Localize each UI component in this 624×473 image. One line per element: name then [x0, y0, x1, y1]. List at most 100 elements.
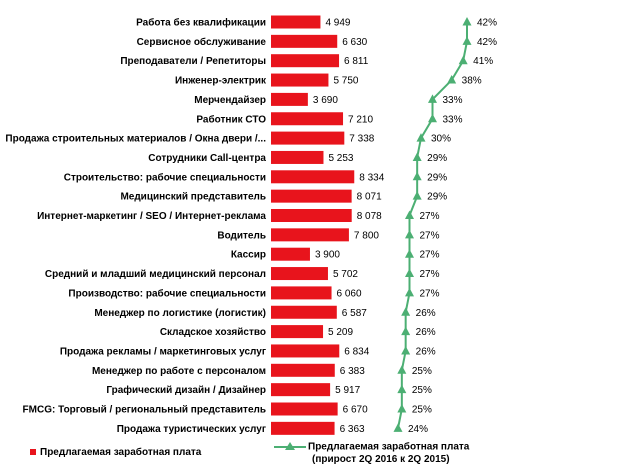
salary-value-label: 6 811: [344, 56, 369, 67]
salary-bar: [271, 112, 344, 126]
salary-value-label: 4 949: [325, 18, 350, 29]
growth-marker: [412, 171, 422, 181]
salary-bar: [271, 325, 324, 339]
category-label: Складское хозяйство: [160, 327, 266, 338]
salary-bar: [271, 131, 345, 145]
growth-marker: [405, 287, 414, 297]
growth-marker: [397, 404, 407, 413]
salary-bar: [271, 92, 308, 106]
growth-value-label: 25%: [412, 385, 432, 396]
salary-value-label: 6 383: [340, 366, 365, 377]
category-label: Сотрудники Call-центра: [148, 153, 266, 164]
growth-value-label: 27%: [420, 230, 440, 241]
legend-bar-swatch: [30, 449, 36, 456]
growth-marker: [401, 307, 411, 316]
growth-marker: [428, 94, 437, 103]
legend-line: Предлагаемая заработная плата (прирост 2…: [272, 441, 469, 466]
salary-bar: [271, 286, 332, 300]
growth-value-label: 27%: [420, 288, 440, 299]
legend-line-label-2: (прирост 2Q 2016 к 2Q 2015): [312, 453, 450, 465]
salary-value-label: 6 587: [342, 308, 367, 319]
growth-value-label: 26%: [416, 327, 436, 338]
salary-value-label: 7 338: [349, 134, 374, 145]
category-label: Преподаватели / Репетиторы: [120, 56, 266, 67]
growth-marker: [458, 55, 468, 65]
growth-marker: [401, 326, 411, 336]
growth-value-label: 30%: [431, 134, 451, 145]
salary-value-label: 5 917: [335, 385, 360, 396]
growth-marker: [401, 345, 411, 355]
salary-bar: [271, 34, 338, 48]
growth-value-label: 29%: [427, 172, 447, 183]
salary-value-label: 6 834: [344, 346, 369, 357]
category-label: Инженер-электрик: [175, 76, 267, 87]
growth-value-label: 26%: [416, 308, 436, 319]
category-label: Продажа туристических услуг: [117, 424, 266, 435]
salary-value-label: 8 078: [357, 211, 382, 222]
growth-value-label: 42%: [477, 37, 497, 48]
category-label: Строительство: рабочие специальности: [64, 171, 266, 183]
salary-value-label: 7 800: [354, 230, 379, 241]
growth-value-label: 27%: [420, 250, 440, 261]
growth-marker: [397, 384, 407, 394]
salary-bar: [271, 421, 335, 435]
growth-marker: [447, 75, 457, 84]
category-label: Графический дизайн / Дизайнер: [106, 384, 266, 396]
growth-marker: [405, 210, 414, 219]
legend-line-label-1: Предлагаемая заработная плата: [308, 441, 470, 453]
category-label: Менеджер по работе с персоналом: [92, 365, 266, 377]
category-label: Производство: рабочие специальности: [68, 287, 266, 299]
salary-bar: [271, 344, 340, 358]
salary-bar: [271, 170, 355, 184]
growth-line: [397, 22, 468, 429]
salary-bar: [271, 150, 324, 164]
growth-marker: [412, 191, 422, 200]
salary-value-label: 5 209: [328, 327, 353, 338]
growth-value-label: 33%: [443, 114, 463, 125]
category-label: Менеджер по логистике (логистик): [94, 308, 266, 319]
growth-value-label: 25%: [412, 366, 432, 377]
salary-value-label: 8 071: [357, 192, 382, 203]
growth-marker: [405, 268, 414, 278]
growth-marker: [397, 365, 407, 374]
salary-bar: [271, 402, 338, 416]
salary-bar: [271, 363, 335, 377]
legend-bar-label: Предлагаемая заработная плата: [40, 447, 202, 458]
growth-marker: [405, 229, 414, 239]
bar-series: Работа без квалификации 4 949 Сервисное об…: [5, 15, 385, 435]
salary-bar: [271, 267, 328, 281]
growth-value-label: 29%: [427, 192, 447, 203]
salary-value-label: 7 210: [348, 114, 373, 125]
category-label: Медицинский представитель: [120, 192, 266, 203]
growth-value-label: 25%: [412, 405, 432, 416]
growth-value-label: 24%: [408, 424, 428, 435]
growth-value-label: 41%: [473, 56, 493, 67]
salary-bar: [271, 383, 331, 397]
salary-bar: [271, 305, 337, 319]
growth-marker: [393, 423, 403, 432]
salary-value-label: 5 702: [333, 269, 358, 280]
salary-bar: [271, 228, 349, 242]
legend: Предлагаемая заработная плата: [30, 447, 201, 459]
growth-value-label: 27%: [420, 269, 440, 280]
category-label: Водитель: [217, 230, 266, 241]
category-label: Продажа рекламы / маркетинговых услуг: [60, 346, 266, 357]
salary-value-label: 3 900: [315, 250, 340, 261]
salary-bar: [271, 209, 352, 222]
category-label: Работа без квалификации: [136, 17, 266, 29]
category-label: Средний и младший медицинский персонал: [45, 269, 266, 280]
growth-marker: [462, 17, 472, 26]
salary-value-label: 6 630: [342, 37, 367, 48]
category-label: Сервисное обслуживание: [137, 36, 267, 48]
category-label: Кассир: [231, 250, 266, 261]
category-label: Продажа строительных материалов / Окна д…: [5, 134, 266, 145]
salary-value-label: 8 334: [359, 172, 384, 183]
growth-value-label: 27%: [420, 211, 440, 222]
salary-bar: [271, 247, 310, 261]
category-label: Работник СТО: [196, 113, 266, 125]
growth-marker: [405, 249, 414, 258]
growth-value-label: 29%: [427, 153, 447, 164]
growth-value-label: 26%: [416, 346, 436, 357]
category-label: Интернет-маркетинг / SEO / Интернет-рекл…: [37, 211, 266, 222]
